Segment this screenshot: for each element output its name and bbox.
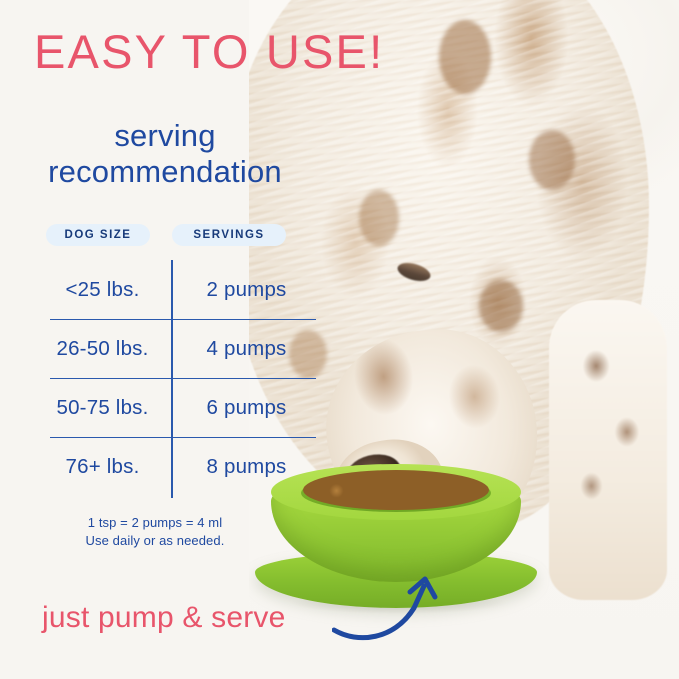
dog-spot [289, 330, 327, 378]
table-row: 26-50 lbs. 4 pumps [38, 319, 316, 378]
cell-dog-size: 26-50 lbs. [56, 336, 149, 360]
column-header-servings: SERVINGS [172, 224, 286, 246]
subheading: serving recommendation [0, 118, 330, 190]
cell-servings: 8 pumps [206, 454, 287, 478]
cell-dog-size: 76+ lbs. [65, 454, 140, 478]
dog-leg [549, 300, 667, 600]
column-header-dog-size: DOG SIZE [46, 224, 150, 246]
headline: EASY TO USE! [34, 25, 385, 78]
table-header-row: DOG SIZE SERVINGS [38, 224, 308, 246]
table-body: <25 lbs. 2 pumps 26-50 lbs. 4 pumps 50-7… [38, 260, 316, 498]
dog-body [249, 0, 649, 530]
fineprint: 1 tsp = 2 pumps = 4 ml Use daily or as n… [0, 514, 310, 550]
product-photo: SOCKEYE SALMON [249, 0, 679, 679]
dog-spot [439, 20, 491, 94]
cell-servings: 4 pumps [206, 336, 287, 360]
fineprint-line2: Use daily or as needed. [85, 533, 225, 548]
cell-dog-size: <25 lbs. [65, 277, 140, 301]
table-row: 50-75 lbs. 6 pumps [38, 378, 316, 437]
tagline: just pump & serve [42, 601, 286, 634]
dog-spot [479, 280, 523, 332]
dog-spot [359, 190, 399, 246]
kibble-food [303, 470, 489, 510]
subheading-line1: serving [114, 118, 216, 153]
dog-spot [529, 130, 575, 190]
serving-table: DOG SIZE SERVINGS <25 lbs. 2 pumps 26-50… [38, 224, 316, 498]
subheading-line2: recommendation [48, 154, 282, 189]
cell-servings: 6 pumps [206, 395, 287, 419]
table-row: <25 lbs. 2 pumps [38, 260, 308, 319]
cell-servings: 2 pumps [206, 277, 287, 301]
table-row: 76+ lbs. 8 pumps [38, 437, 316, 496]
fineprint-line1: 1 tsp = 2 pumps = 4 ml [87, 515, 223, 530]
cell-dog-size: 50-75 lbs. [56, 395, 149, 419]
